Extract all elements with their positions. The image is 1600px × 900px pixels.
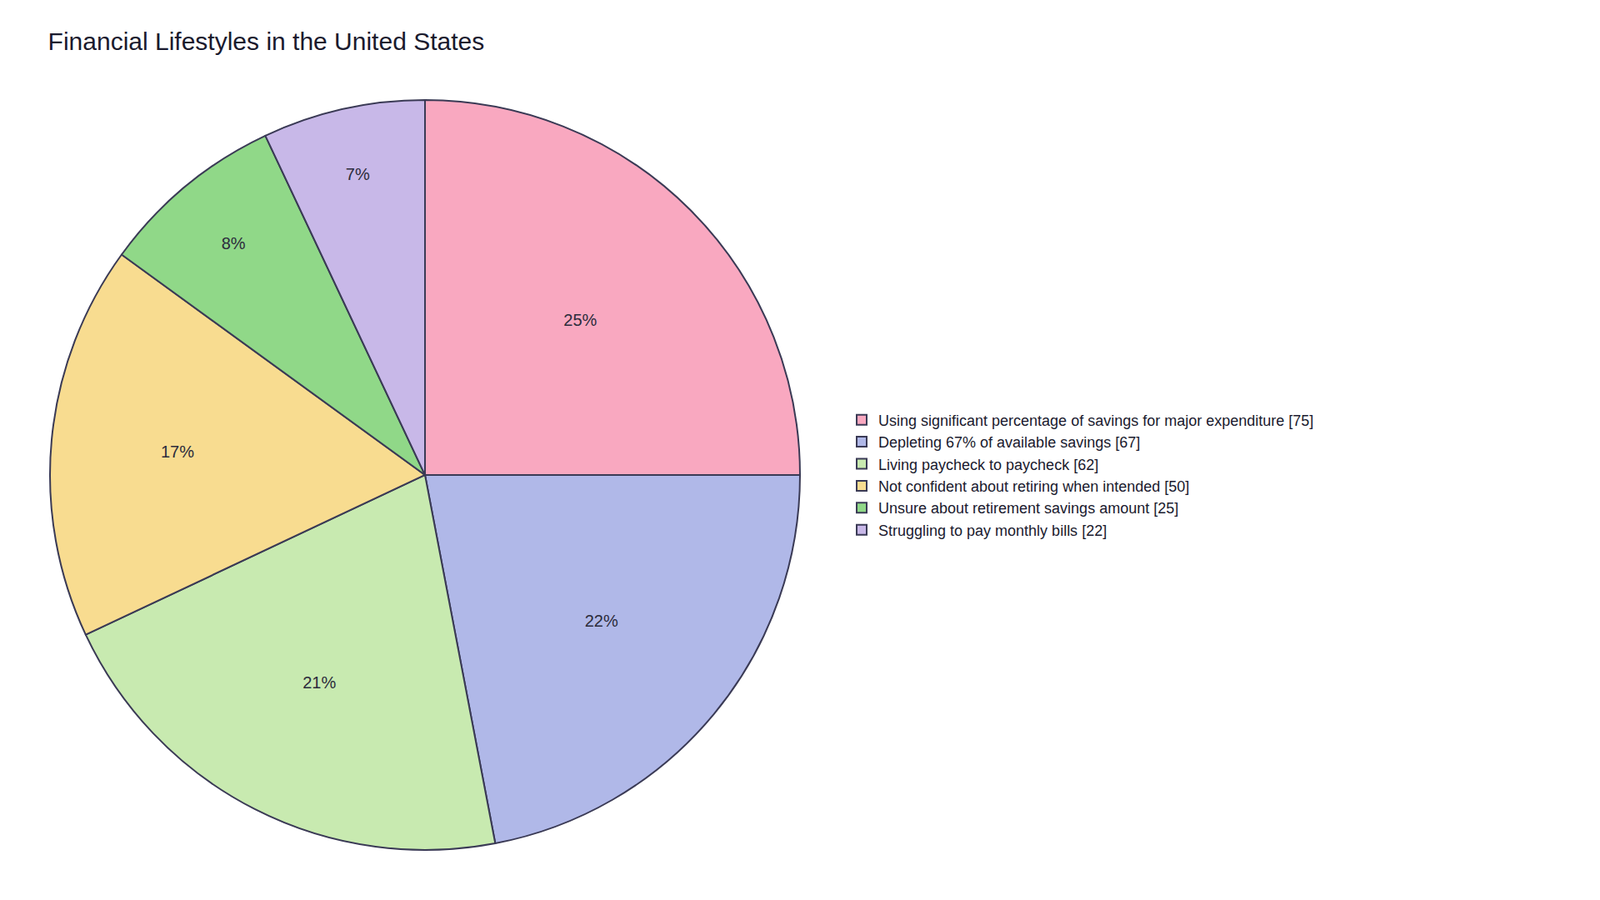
svg-text:8%: 8% <box>221 234 246 253</box>
svg-text:Living paycheck to paycheck [6: Living paycheck to paycheck [62] <box>878 456 1099 474</box>
svg-text:Depleting 67% of available sav: Depleting 67% of available savings [67] <box>878 434 1140 451</box>
svg-text:Using significant percentage o: Using significant percentage of savings … <box>878 412 1314 430</box>
svg-text:Financial Lifestyles in the Un: Financial Lifestyles in the United State… <box>48 27 485 55</box>
svg-text:17%: 17% <box>160 442 195 461</box>
svg-text:Struggling to pay monthly bill: Struggling to pay monthly bills [22] <box>878 522 1107 540</box>
svg-text:21%: 21% <box>302 673 336 692</box>
svg-text:7%: 7% <box>345 165 370 184</box>
svg-text:25%: 25% <box>563 310 597 330</box>
svg-text:Unsure about retirement saving: Unsure about retirement savings amount [… <box>878 500 1179 517</box>
svg-text:22%: 22% <box>585 611 619 630</box>
svg-text:Not confident about retiring w: Not confident about retiring when intend… <box>878 478 1190 495</box>
